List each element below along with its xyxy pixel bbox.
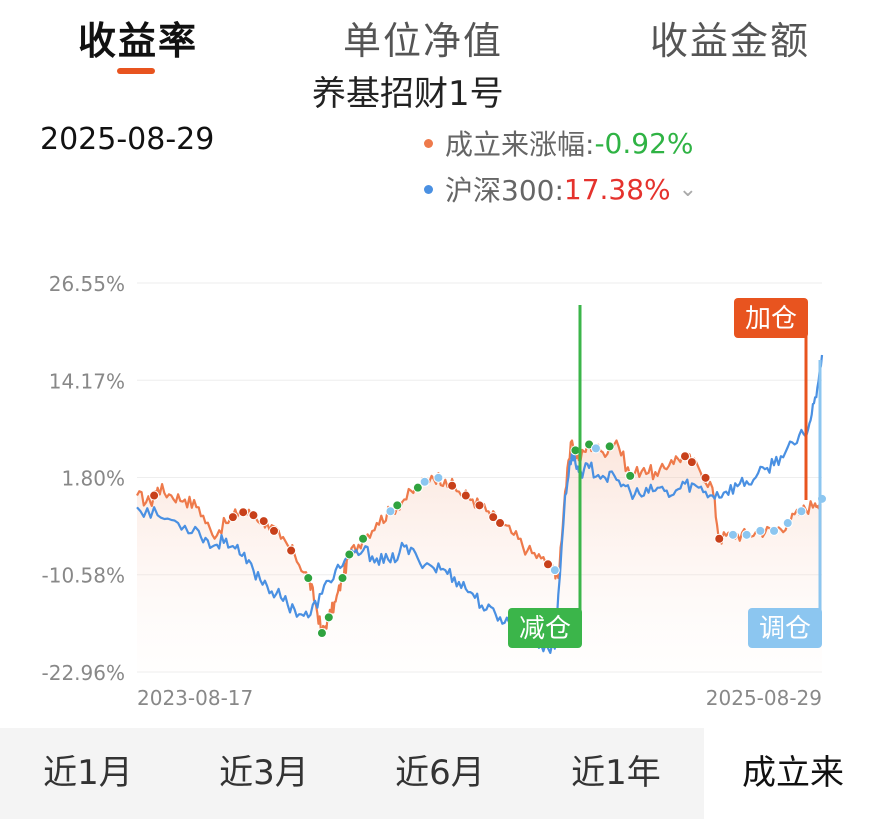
trade-dot bbox=[474, 500, 485, 511]
trade-dot bbox=[769, 525, 780, 536]
trade-dot bbox=[625, 470, 636, 481]
trade-dot bbox=[227, 512, 238, 523]
trade-dot bbox=[392, 500, 403, 511]
legend-fund-dot bbox=[424, 138, 433, 148]
legend-index-value: 17.38% bbox=[563, 172, 671, 206]
legend-index-row[interactable]: 沪深300: 17.38% ⌄ bbox=[424, 166, 697, 212]
return-chart[interactable]: 26.55% 14.17% 1.80% -10.58% -22.96% 2023-08-1… bbox=[0, 250, 882, 730]
y-tick-label: -10.58% bbox=[42, 564, 125, 588]
trade-dot bbox=[604, 441, 615, 452]
period-1m[interactable]: 近1月 bbox=[43, 753, 133, 793]
trade-dot bbox=[782, 518, 793, 529]
trade-dot bbox=[727, 529, 738, 540]
chevron-down-icon[interactable]: ⌄ bbox=[678, 176, 698, 202]
trade-dot bbox=[488, 512, 499, 523]
tab-unit-nav[interactable]: 单位净值 bbox=[343, 19, 504, 63]
trade-dot bbox=[258, 516, 269, 527]
rebalance-marker-label: 调仓 bbox=[759, 614, 811, 644]
trade-dot bbox=[433, 472, 444, 483]
add-position-marker-label: 加仓 bbox=[745, 304, 797, 334]
trade-dot bbox=[269, 525, 279, 536]
trade-dot bbox=[385, 506, 396, 517]
trade-dot bbox=[447, 480, 458, 491]
legend-fund-row: 成立来涨幅: -0.92% bbox=[424, 120, 697, 166]
trade-dot bbox=[323, 612, 334, 623]
tab-bar: 收益率 单位净值 收益金额 bbox=[0, 0, 882, 74]
fund-name: 养基招财1号 bbox=[312, 74, 504, 114]
y-tick-label: -22.96% bbox=[42, 661, 125, 685]
y-tick-label: 1.80% bbox=[61, 466, 125, 490]
index-series-line bbox=[136, 354, 824, 654]
trade-dot bbox=[700, 472, 711, 483]
trade-dot bbox=[714, 533, 725, 544]
period-1y[interactable]: 近1年 bbox=[571, 753, 661, 793]
trade-dot bbox=[337, 573, 348, 584]
x-tick-label-start: 2023-08-17 bbox=[137, 686, 253, 710]
fund-area-fill bbox=[137, 440, 822, 672]
trade-dot bbox=[286, 545, 297, 556]
trade-dot bbox=[344, 549, 355, 560]
active-tab-indicator bbox=[117, 68, 155, 74]
trade-dot bbox=[248, 510, 259, 521]
add-position-marker-badge bbox=[734, 298, 808, 338]
period-6m[interactable]: 近6月 bbox=[395, 753, 485, 793]
legend-index-dot bbox=[424, 184, 433, 194]
trade-dot bbox=[549, 565, 560, 576]
trade-dot bbox=[796, 506, 807, 517]
legend-fund-value: -0.92% bbox=[594, 126, 694, 160]
period-since-inception[interactable]: 成立来 bbox=[704, 728, 882, 819]
chart-legend: 成立来涨幅: -0.92% 沪深300: 17.38% ⌄ bbox=[424, 120, 697, 212]
y-tick-label: 26.55% bbox=[49, 272, 125, 296]
reduce-position-marker-label: 减仓 bbox=[519, 614, 571, 644]
reduce-position-marker-badge bbox=[508, 608, 582, 648]
trade-dot bbox=[303, 573, 314, 584]
rebalance-marker-badge bbox=[748, 608, 822, 648]
selected-date: 2025-08-29 bbox=[40, 122, 215, 157]
trade-dot bbox=[680, 451, 690, 462]
tab-return-rate[interactable]: 收益率 bbox=[78, 19, 199, 63]
trade-dot bbox=[419, 476, 430, 487]
period-selector: 近1月 近3月 近6月 近1年 成立来 bbox=[0, 728, 882, 819]
x-tick-label-end: 2025-08-29 bbox=[706, 686, 822, 710]
trade-dot bbox=[686, 457, 697, 468]
trade-dot bbox=[149, 490, 160, 501]
trade-dot bbox=[460, 490, 471, 501]
legend-fund-name: 成立来涨幅: bbox=[445, 128, 595, 161]
period-3m[interactable]: 近3月 bbox=[219, 753, 309, 793]
trade-dot bbox=[741, 529, 752, 540]
tab-return-amount[interactable]: 收益金额 bbox=[650, 19, 811, 63]
trade-dot bbox=[412, 482, 423, 493]
trade-dot bbox=[316, 628, 327, 639]
legend-index-name: 沪深300: bbox=[445, 174, 564, 207]
trade-dot bbox=[755, 525, 766, 536]
trade-dot bbox=[238, 507, 249, 518]
trade-dot bbox=[358, 533, 369, 544]
trade-dot bbox=[590, 443, 601, 454]
y-tick-label: 14.17% bbox=[49, 369, 125, 393]
trade-dot bbox=[543, 559, 553, 570]
trade-dot bbox=[495, 518, 506, 529]
